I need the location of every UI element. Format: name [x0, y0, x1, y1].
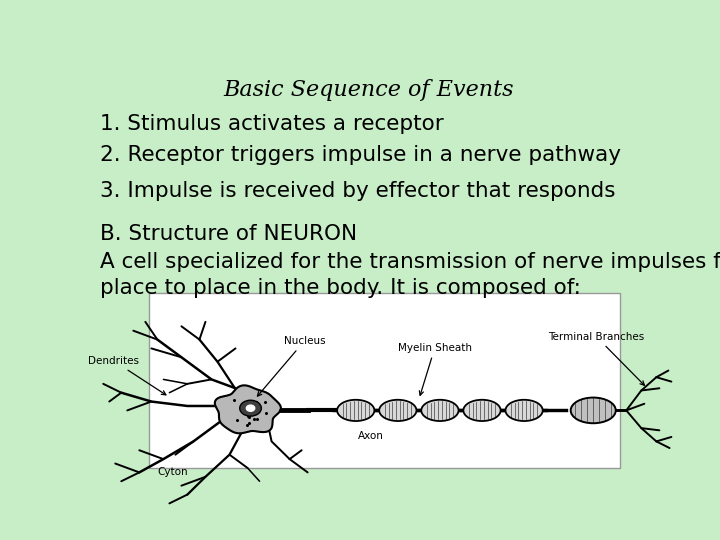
Ellipse shape — [505, 400, 543, 421]
Ellipse shape — [379, 400, 416, 421]
Text: Terminal Branches: Terminal Branches — [548, 332, 644, 386]
Ellipse shape — [571, 397, 616, 423]
Text: 1. Stimulus activates a receptor: 1. Stimulus activates a receptor — [100, 114, 444, 134]
Text: Nucleus: Nucleus — [258, 336, 325, 396]
Circle shape — [240, 400, 261, 416]
Text: place to place in the body. It is composed of:: place to place in the body. It is compos… — [100, 278, 581, 298]
Circle shape — [246, 405, 255, 411]
Ellipse shape — [421, 400, 459, 421]
Ellipse shape — [337, 400, 374, 421]
Text: B. Structure of NEURON: B. Structure of NEURON — [100, 224, 357, 244]
Text: Cyton: Cyton — [157, 467, 188, 477]
Text: 3. Impulse is received by effector that responds: 3. Impulse is received by effector that … — [100, 181, 616, 201]
Polygon shape — [215, 386, 281, 433]
Text: 2. Receptor triggers impulse in a nerve pathway: 2. Receptor triggers impulse in a nerve … — [100, 145, 621, 165]
Text: Dendrites: Dendrites — [89, 356, 166, 395]
Text: A cell specialized for the transmission of nerve impulses from: A cell specialized for the transmission … — [100, 252, 720, 272]
Text: Basic Sequence of Events: Basic Sequence of Events — [224, 79, 514, 102]
Ellipse shape — [464, 400, 500, 421]
Text: Axon: Axon — [358, 431, 384, 441]
FancyBboxPatch shape — [148, 294, 620, 468]
Text: Myelin Sheath: Myelin Sheath — [398, 342, 472, 395]
